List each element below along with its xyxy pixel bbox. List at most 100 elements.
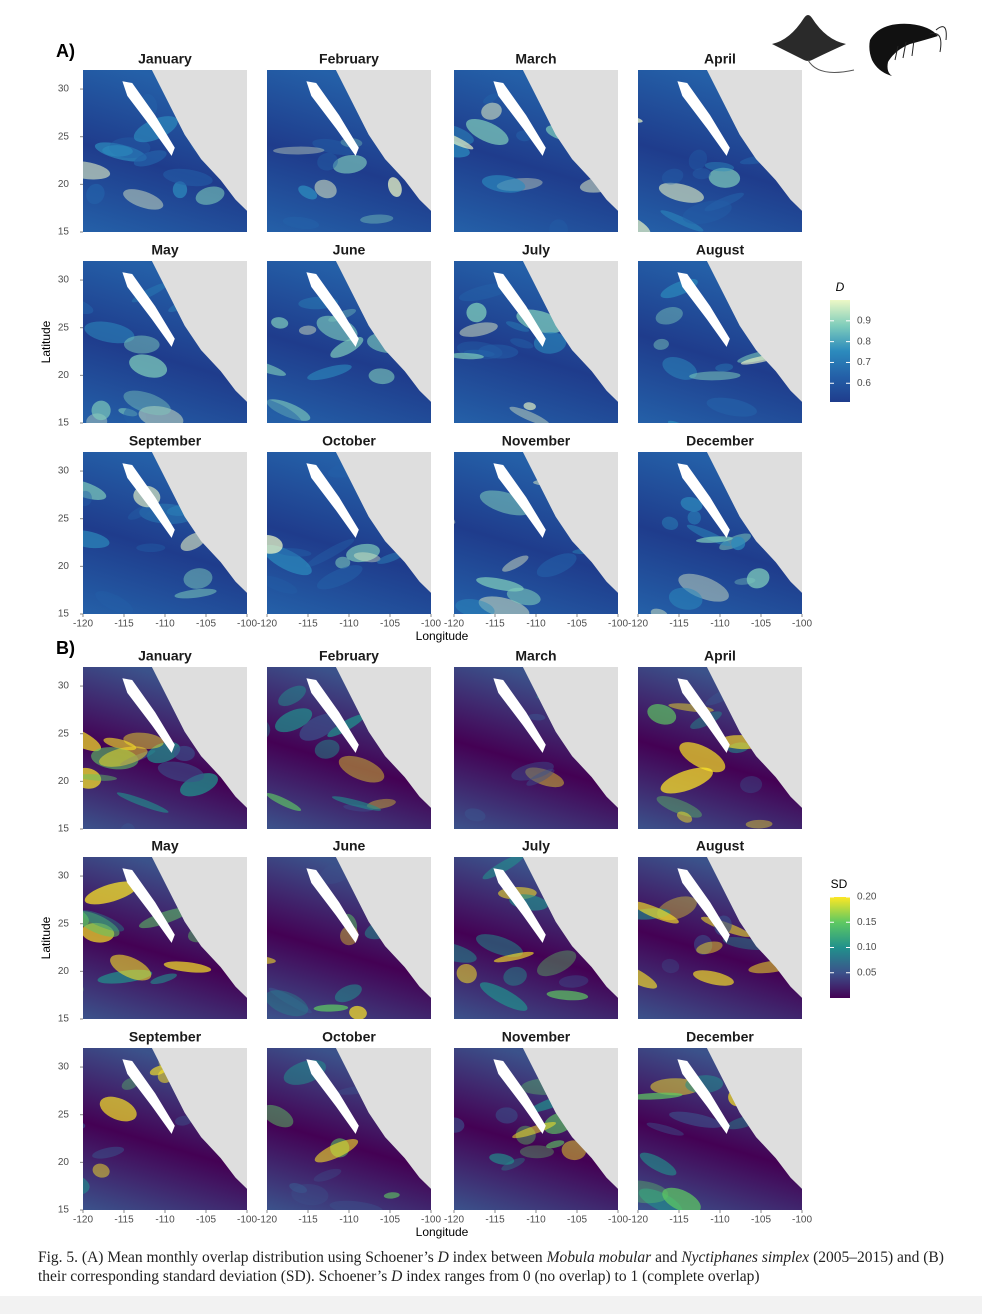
sea-patch xyxy=(267,990,309,1017)
gulf-mask xyxy=(306,1059,359,1134)
caption-italic: D xyxy=(437,1249,449,1266)
sea-patch xyxy=(374,831,395,846)
y-tick-label: 30 xyxy=(58,681,70,692)
sea-patch xyxy=(150,973,177,985)
sea-patch xyxy=(103,737,137,751)
gulf-mask xyxy=(677,1059,730,1134)
month-title: February xyxy=(319,51,379,67)
sea-patch xyxy=(656,796,702,818)
sea-patch xyxy=(746,568,770,589)
gulf-mask xyxy=(122,1059,175,1134)
land xyxy=(335,1048,431,1189)
month-title: June xyxy=(333,838,366,854)
gulf-mask xyxy=(677,868,730,943)
sea-patch xyxy=(267,955,276,964)
sea-patch xyxy=(304,837,325,859)
y-tick-label: 25 xyxy=(58,1109,70,1120)
sea-patch xyxy=(83,724,102,752)
sea-patch xyxy=(267,575,298,594)
caption-italic: D xyxy=(391,1268,403,1285)
x-tick-label: -100 xyxy=(237,619,257,630)
sea-patch xyxy=(546,1140,565,1149)
sea-patch xyxy=(646,1122,684,1136)
sea-patch xyxy=(138,405,184,423)
figure-graphics: A) January 15 20 25 30 February March April May 15… xyxy=(39,15,947,1239)
map-panel xyxy=(267,70,431,232)
sea-patch xyxy=(307,364,352,381)
sea-patch xyxy=(506,587,541,606)
figure-caption: Fig. 5. (A) Mean monthly overlap distrib… xyxy=(38,1248,958,1286)
sea-patch xyxy=(299,713,339,741)
gulf-mask xyxy=(306,463,359,538)
map-panel xyxy=(638,261,802,423)
y-tick-label: 20 xyxy=(58,776,70,787)
sea-patch xyxy=(692,168,711,180)
sea-patch xyxy=(288,231,304,232)
sea-patch xyxy=(501,1157,525,1171)
land xyxy=(706,70,802,211)
sea-patch xyxy=(346,543,380,563)
x-tick-label: -110 xyxy=(710,619,730,630)
x-tick-label: -100 xyxy=(237,1215,257,1226)
panel-label: A) xyxy=(56,41,75,61)
manta-icon xyxy=(772,15,846,61)
land xyxy=(706,667,802,808)
sea-patch xyxy=(495,1107,518,1124)
land xyxy=(335,70,431,211)
sea-patch xyxy=(660,767,713,794)
sea-patch xyxy=(572,30,604,55)
map-panel xyxy=(454,30,618,232)
sea-patch xyxy=(509,406,550,423)
x-tick-label: -115 xyxy=(485,1215,505,1226)
sea-patch xyxy=(314,739,340,759)
sea-patch xyxy=(510,338,534,349)
land xyxy=(151,70,247,211)
sea-patch xyxy=(454,1117,465,1133)
sea-patch xyxy=(503,966,527,986)
sea-patch xyxy=(511,761,554,781)
gulf-mask xyxy=(306,868,359,943)
sea-patch xyxy=(83,774,117,781)
y-tick-label: 20 xyxy=(58,370,70,381)
sea-patch xyxy=(459,322,498,337)
sea-patch xyxy=(693,970,734,986)
sea-patch xyxy=(116,792,169,813)
gulf-mask xyxy=(306,678,359,753)
x-tick-label: -115 xyxy=(298,619,318,630)
x-tick-label: -110 xyxy=(339,619,359,630)
caption-text: and xyxy=(651,1249,682,1266)
y-tick-label: 30 xyxy=(58,275,70,286)
x-tick-label: -115 xyxy=(114,619,134,630)
sea-patch xyxy=(696,536,733,543)
x-tick-label: -105 xyxy=(751,619,771,630)
month-title: December xyxy=(686,433,754,449)
sea-patch xyxy=(740,776,763,794)
sea-patch xyxy=(693,934,713,955)
land xyxy=(335,261,431,402)
sea-patch xyxy=(172,181,188,199)
sea-patch xyxy=(334,984,362,1003)
sea-patch xyxy=(466,118,509,145)
sea-patch xyxy=(688,149,708,171)
land xyxy=(522,452,618,593)
y-tick-label: 20 xyxy=(58,561,70,572)
sea-patch xyxy=(481,175,526,193)
map-panel xyxy=(638,70,802,232)
sea-patch xyxy=(157,761,205,783)
sea-patch xyxy=(678,573,729,602)
sea-patch xyxy=(502,555,529,572)
sea-patch xyxy=(537,950,577,977)
x-tick-label: -115 xyxy=(114,1215,134,1226)
map-panel xyxy=(454,1048,618,1210)
sea-patch xyxy=(558,975,589,988)
sea-patch xyxy=(706,397,757,417)
colorbar-tick-label: 0.8 xyxy=(857,336,871,347)
sea-patch xyxy=(267,1104,294,1128)
sea-patch xyxy=(99,1096,137,1122)
map-panel xyxy=(267,1048,431,1210)
gulf-mask xyxy=(493,272,546,347)
sea-patch xyxy=(119,823,136,829)
sea-raster xyxy=(454,261,618,423)
x-tick-label: -110 xyxy=(155,619,175,630)
map-panel xyxy=(454,261,618,423)
